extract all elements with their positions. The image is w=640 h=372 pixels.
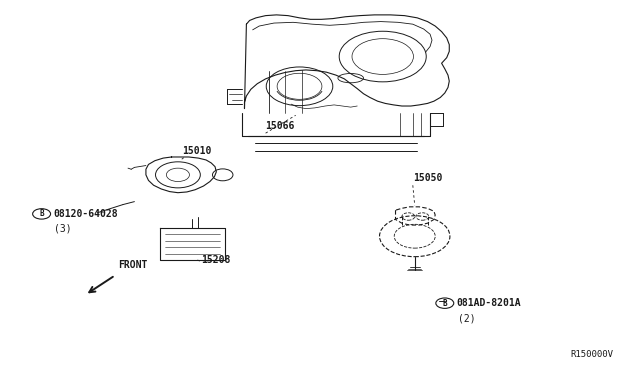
Text: 08120-64028: 08120-64028 xyxy=(53,209,118,219)
Text: 15010: 15010 xyxy=(182,146,212,156)
Text: (2): (2) xyxy=(458,313,476,323)
Text: B: B xyxy=(39,209,44,218)
Text: 15066: 15066 xyxy=(266,121,295,131)
Text: (3): (3) xyxy=(54,224,72,234)
Text: R150000V: R150000V xyxy=(570,350,613,359)
Text: 15050: 15050 xyxy=(413,173,442,183)
Text: B: B xyxy=(442,299,447,308)
Text: 15208: 15208 xyxy=(202,255,231,265)
Text: FRONT: FRONT xyxy=(118,260,148,270)
Text: 081AD-8201A: 081AD-8201A xyxy=(456,298,521,308)
